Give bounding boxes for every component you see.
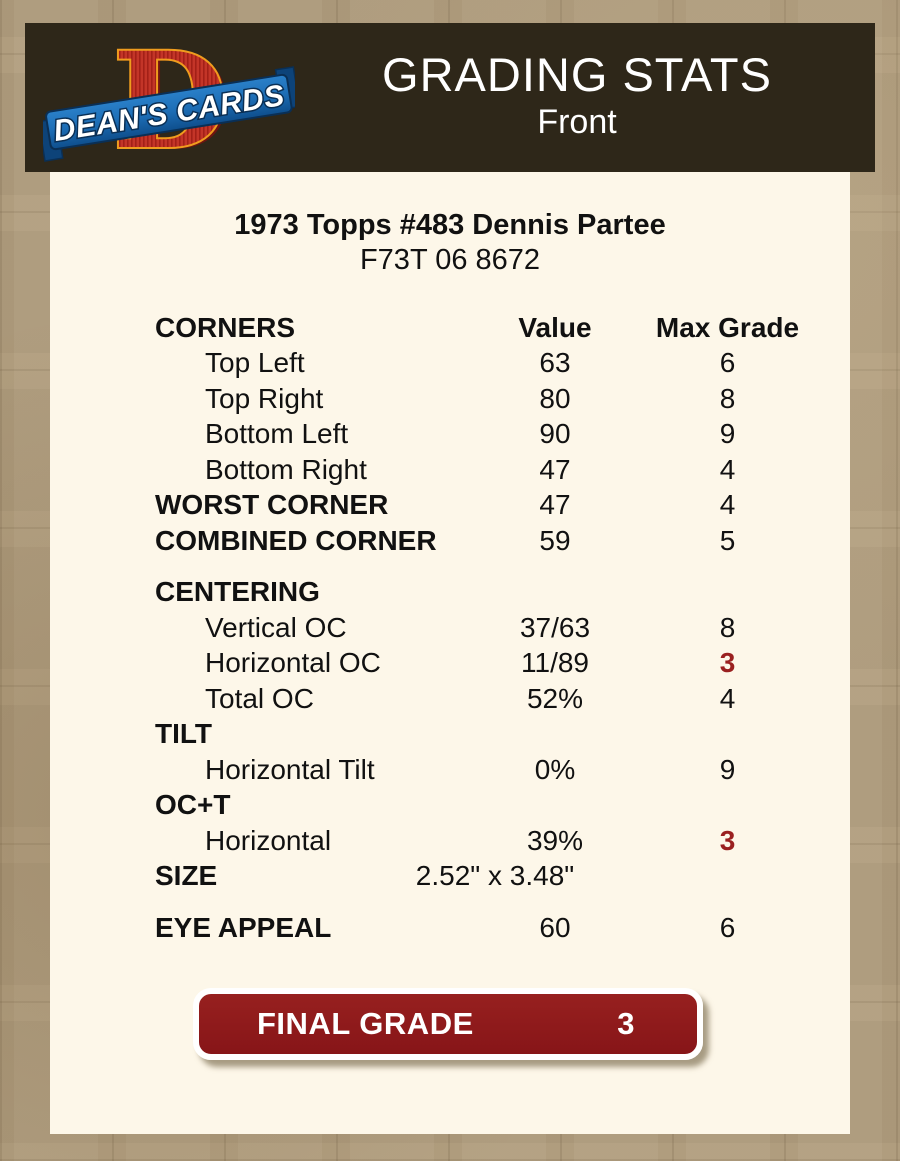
row-label: OC+T <box>155 789 231 821</box>
row-value: 37/63 <box>519 611 591 643</box>
table-row: CENTERING <box>155 575 800 611</box>
page-title: GRADING STATS <box>382 48 772 102</box>
row-value: 2.52" x 3.48" <box>415 860 575 892</box>
final-grade-button[interactable]: FINAL GRADE 3 <box>193 987 703 1060</box>
row-value: 52% <box>526 682 584 714</box>
row-max: 4 <box>719 453 736 485</box>
row-label: CENTERING <box>155 576 320 608</box>
row-label: Total OC <box>205 682 314 714</box>
table-row: WORST CORNER 47 4 <box>155 488 800 524</box>
row-value: 11/89 <box>521 647 589 679</box>
table-row: Bottom Left 90 9 <box>155 417 800 453</box>
table-row: Horizontal Tilt 0% 9 <box>155 752 800 788</box>
table-row: OC+T <box>155 788 800 824</box>
header-bar: D D DEAN'S CARDS GRADING STATS Front <box>25 23 875 172</box>
row-label: Top Left <box>205 347 305 379</box>
row-label: COMBINED CORNER <box>155 524 437 556</box>
row-label: Horizontal Tilt <box>205 753 375 785</box>
row-max: 4 <box>719 682 736 714</box>
row-label: Vertical OC <box>205 611 347 643</box>
row-max: 3 <box>719 647 736 679</box>
row-value: 63 <box>539 347 571 379</box>
table-section: CORNERS Value Max Grade Top Left 63 6 Top Righ… <box>155 310 800 559</box>
row-value: 90 <box>539 418 571 450</box>
table-row: SIZE 2.52" x 3.48" <box>155 859 800 895</box>
table-row: Horizontal OC 11/89 3 <box>155 646 800 682</box>
row-max: 9 <box>719 753 736 785</box>
row-value: 47 <box>539 453 571 485</box>
row-label: EYE APPEAL <box>155 911 332 943</box>
final-grade-label: FINAL GRADE <box>257 1005 474 1041</box>
table-row: Top Right 80 8 <box>155 381 800 417</box>
row-max: Max Grade <box>655 311 800 343</box>
row-value: 39% <box>526 824 584 856</box>
row-value: 59 <box>539 524 571 556</box>
table-section: EYE APPEAL 60 6 <box>155 910 800 946</box>
table-row: CORNERS Value Max Grade <box>155 310 800 346</box>
header-text: GRADING STATS Front <box>293 23 861 168</box>
row-value: 80 <box>539 382 571 414</box>
table-row: Total OC 52% 4 <box>155 681 800 717</box>
table-row: Top Left 63 6 <box>155 346 800 382</box>
row-label: Top Right <box>205 382 324 414</box>
row-max: 9 <box>719 418 736 450</box>
stats-table: CORNERS Value Max Grade Top Left 63 6 Top Righ… <box>155 310 800 946</box>
page-subtitle: Front <box>537 103 617 142</box>
row-label: Horizontal OC <box>205 647 381 679</box>
table-row: COMBINED CORNER 59 5 <box>155 523 800 559</box>
row-label: TILT <box>155 718 213 750</box>
row-max: 6 <box>719 347 736 379</box>
row-value: Value <box>518 311 592 343</box>
row-max: 3 <box>719 824 736 856</box>
row-max: 6 <box>719 911 736 943</box>
content-panel: 1973 Topps #483 Dennis Partee F73T 06 86… <box>50 172 850 1134</box>
row-label: Bottom Left <box>205 418 349 450</box>
table-row: EYE APPEAL 60 6 <box>155 910 800 946</box>
row-value: 60 <box>539 911 571 943</box>
row-value: 47 <box>539 489 571 521</box>
card-code: F73T 06 8672 <box>359 244 541 276</box>
final-grade-value: 3 <box>617 1005 635 1041</box>
table-row: Horizontal 39% 3 <box>155 823 800 859</box>
row-label: Bottom Right <box>205 453 367 485</box>
row-label: WORST CORNER <box>155 489 389 521</box>
row-label: Horizontal <box>205 824 332 856</box>
row-label: CORNERS <box>155 311 296 343</box>
row-max: 8 <box>719 611 736 643</box>
table-row: Vertical OC 37/63 8 <box>155 610 800 646</box>
card-title: 1973 Topps #483 Dennis Partee <box>234 209 666 241</box>
deans-cards-logo: D D DEAN'S CARDS <box>43 29 295 169</box>
row-max: 4 <box>719 489 736 521</box>
table-row: Bottom Right 47 4 <box>155 452 800 488</box>
row-label: SIZE <box>155 860 218 892</box>
table-section: CENTERING Vertical OC 37/63 8 Horizontal OC 1… <box>155 575 800 895</box>
table-row: TILT <box>155 717 800 753</box>
row-max: 8 <box>719 382 736 414</box>
row-value: 0% <box>534 753 576 785</box>
row-max: 5 <box>719 524 736 556</box>
